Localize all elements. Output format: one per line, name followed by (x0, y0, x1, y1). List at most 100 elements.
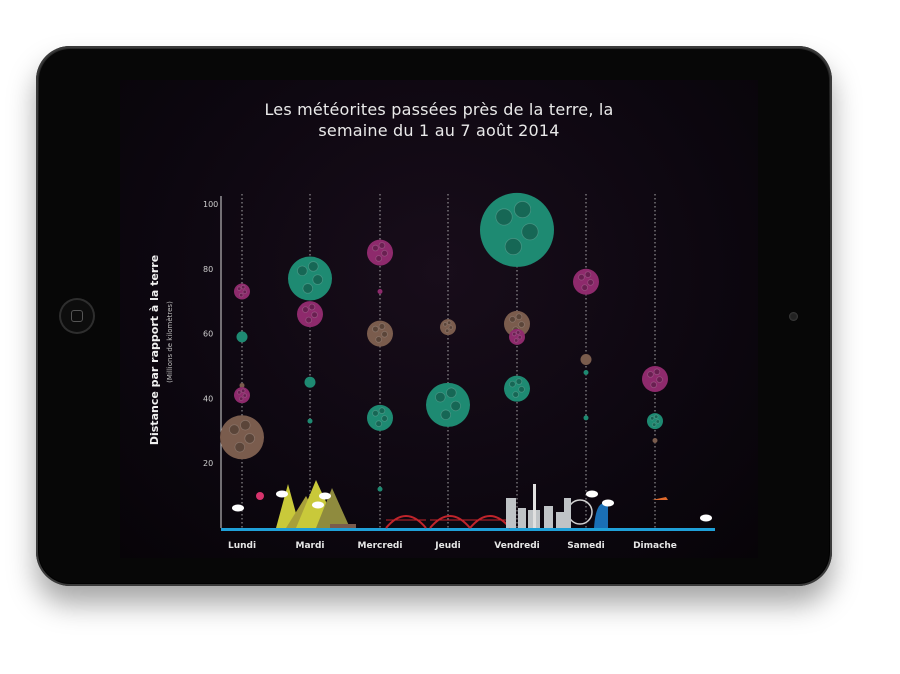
meteor-crater (372, 410, 379, 417)
meteor-chart: 20 40 60 80 100 Distance par rapport à la ter… (148, 192, 715, 551)
mountain-shape (316, 488, 350, 528)
meteor-crater (445, 328, 450, 333)
meteor-crater (234, 441, 246, 453)
meteor-crater (654, 414, 659, 419)
meteor-crater (517, 335, 522, 340)
meteor-crater (440, 409, 452, 421)
meteor-crater (443, 322, 448, 327)
meteor-crater (509, 316, 516, 323)
meteor-point (647, 413, 663, 430)
meteor-crater (375, 420, 382, 427)
meteor-point (642, 365, 668, 392)
meteor-crater (581, 284, 588, 291)
meteor-crater (378, 242, 386, 249)
cloud-icon (319, 492, 331, 500)
meteor-point (297, 301, 323, 328)
meteor-point (480, 192, 554, 267)
meteor-crater (297, 265, 308, 277)
meteor-crater (653, 368, 661, 376)
bridge-arch (469, 515, 511, 529)
y-tick-label: 100 (203, 200, 218, 209)
meteor-crater (305, 316, 312, 324)
meteor-crater (587, 279, 594, 286)
home-button[interactable] (59, 298, 95, 334)
building-shape (564, 498, 571, 528)
meteor-crater (655, 419, 660, 424)
building-shape (556, 512, 566, 528)
y-axis-sublabel: (Millions de kilomètres) (166, 301, 174, 383)
meteor-crater (312, 274, 323, 285)
meteor-crater (381, 249, 388, 257)
x-tick-label-lundi: Lundi (228, 541, 256, 551)
building-shape (544, 506, 553, 528)
meteor-crater (381, 415, 388, 422)
chart-title-line-1: Les météorites passées près de la terre,… (264, 100, 614, 119)
meteor-crater (504, 238, 522, 256)
meteor-crater (516, 330, 521, 335)
meteor-crater (495, 208, 513, 226)
meteor-crater (518, 386, 525, 393)
ferris-wheel (567, 499, 593, 525)
bridge-arch (429, 515, 471, 529)
meteor-point (580, 354, 592, 366)
meteor-crater (239, 396, 244, 401)
meteor-crater (242, 289, 247, 295)
meteor-point (288, 256, 332, 301)
meteor-point (377, 288, 383, 294)
meteor-point (573, 268, 599, 295)
meteor-point (367, 320, 393, 347)
meteor-crater (652, 422, 657, 427)
meteor-crater (656, 376, 663, 383)
meteor-crater (241, 388, 246, 393)
meteor-crater (242, 393, 247, 398)
rocket-shape (533, 484, 536, 528)
cloud-icon (602, 499, 614, 507)
x-tick-label-mercredi: Mercredi (358, 541, 403, 551)
meteor-crater (239, 292, 244, 298)
meteor-point (234, 283, 250, 300)
meteor-crater (518, 321, 525, 328)
meteor-crater (647, 371, 654, 378)
meteor-crater (435, 391, 446, 403)
meteor-point (509, 328, 525, 345)
meteor-crater (240, 419, 251, 431)
balloon-icon (256, 492, 264, 500)
meteor-point (367, 239, 393, 266)
meteor-crater (578, 273, 585, 281)
cloud-icon (232, 504, 244, 512)
meteor-crater (512, 391, 519, 398)
meteor-point (440, 319, 456, 336)
meteor-crater (375, 255, 382, 262)
y-axis-label: Distance par rapport à la terre (148, 255, 161, 445)
plane-icon (652, 497, 668, 500)
meteor-point (236, 331, 248, 343)
building-shape (518, 508, 526, 528)
meteor-crater (584, 271, 592, 278)
y-tick-label: 80 (203, 265, 213, 274)
meteor-point (220, 415, 264, 460)
x-tick-label-mardi: Mardi (296, 541, 325, 551)
meteor-crater (244, 433, 255, 444)
meteor-point (377, 486, 383, 492)
x-tick-label-dimache: Dimache (633, 541, 677, 551)
meteor-crater (381, 330, 388, 338)
meteor-crater (514, 338, 519, 343)
meteor-crater (375, 336, 382, 343)
meteor-crater (515, 313, 523, 320)
meteor-crater (237, 390, 242, 395)
cloud-icon (276, 490, 288, 498)
meteor-crater (515, 378, 523, 385)
bridge-arch (385, 515, 427, 529)
meteor-crater (446, 387, 457, 399)
cloud-icon (586, 490, 598, 498)
meteor-crater (311, 311, 318, 319)
meteor-point (583, 415, 589, 421)
meteor-crater (241, 284, 246, 290)
chart-title-line-2: semaine du 1 au 7 août 2014 (318, 121, 560, 140)
y-tick-label: 20 (203, 459, 213, 468)
meteor-point (304, 376, 316, 388)
x-axis-ground (221, 528, 715, 531)
meteor-crater (521, 223, 539, 241)
meteor-crater (512, 331, 517, 337)
meteor-crater (237, 286, 242, 291)
